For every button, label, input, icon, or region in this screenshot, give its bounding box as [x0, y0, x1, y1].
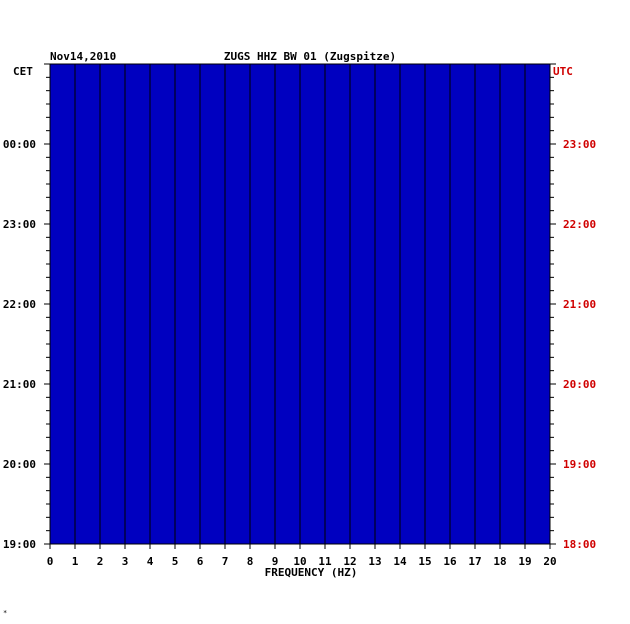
right-timezone-label: UTC	[553, 65, 573, 78]
chart-date: Nov14,2010	[50, 50, 116, 63]
chart-title: ZUGS HHZ BW 01 (Zugspitze)	[224, 50, 396, 63]
left-timezone-label: CET	[13, 65, 33, 78]
